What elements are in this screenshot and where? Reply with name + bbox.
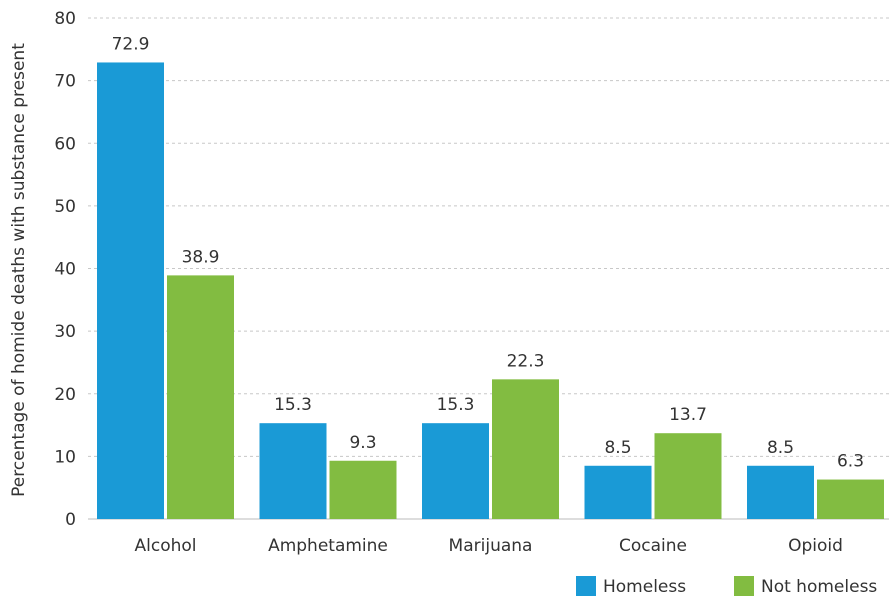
legend-label: Homeless bbox=[603, 577, 686, 597]
legend-label: Not homeless bbox=[761, 577, 877, 597]
x-axis-ticks: Alcohol Amphetamine Marijuana Cocaine Opioid bbox=[135, 536, 843, 556]
x-tick-label: Cocaine bbox=[619, 536, 687, 556]
y-tick-label: 60 bbox=[54, 134, 76, 154]
x-tick-label: Alcohol bbox=[135, 536, 197, 556]
bar-homeless bbox=[422, 423, 489, 519]
legend: Homeless Not homeless bbox=[576, 576, 877, 597]
data-label: 72.9 bbox=[112, 34, 150, 54]
data-label: 8.5 bbox=[767, 438, 794, 458]
bar-not-homeless bbox=[654, 433, 722, 519]
data-label: 9.3 bbox=[349, 433, 376, 453]
bar-homeless bbox=[584, 465, 652, 519]
data-label: 22.3 bbox=[507, 351, 545, 371]
data-label: 15.3 bbox=[437, 395, 475, 415]
bar-not-homeless bbox=[817, 479, 884, 519]
data-label: 15.3 bbox=[274, 395, 312, 415]
y-tick-label: 0 bbox=[65, 510, 76, 530]
x-tick-label: Amphetamine bbox=[268, 536, 388, 556]
legend-swatch bbox=[576, 576, 596, 596]
y-tick-label: 20 bbox=[54, 385, 76, 405]
bar-homeless bbox=[747, 465, 814, 519]
data-label: 6.3 bbox=[837, 452, 864, 472]
y-tick-label: 80 bbox=[54, 9, 76, 29]
bar-not-homeless bbox=[167, 275, 234, 519]
legend-swatch bbox=[734, 576, 754, 596]
y-tick-label: 70 bbox=[54, 72, 76, 92]
y-tick-label: 30 bbox=[54, 322, 76, 342]
data-label: 38.9 bbox=[182, 247, 220, 267]
data-label: 8.5 bbox=[604, 438, 631, 458]
value-labels: 72.9 38.9 15.3 9.3 15.3 22.3 8.5 13.7 8.5 6.3 bbox=[112, 34, 864, 471]
x-tick-label: Marijuana bbox=[449, 536, 533, 556]
bar-not-homeless bbox=[329, 460, 397, 519]
y-axis-ticks: 0 10 20 30 40 50 60 70 80 bbox=[54, 9, 76, 530]
bar-homeless bbox=[259, 423, 327, 519]
y-axis-title: Percentage of homide deaths with substan… bbox=[9, 43, 29, 497]
bars bbox=[97, 62, 884, 520]
x-tick-label: Opioid bbox=[788, 536, 843, 556]
bar-homeless bbox=[97, 62, 164, 520]
y-tick-label: 10 bbox=[54, 447, 76, 467]
y-tick-label: 40 bbox=[54, 260, 76, 280]
y-tick-label: 50 bbox=[54, 197, 76, 217]
data-label: 13.7 bbox=[669, 405, 707, 425]
bar-not-homeless bbox=[492, 379, 559, 519]
